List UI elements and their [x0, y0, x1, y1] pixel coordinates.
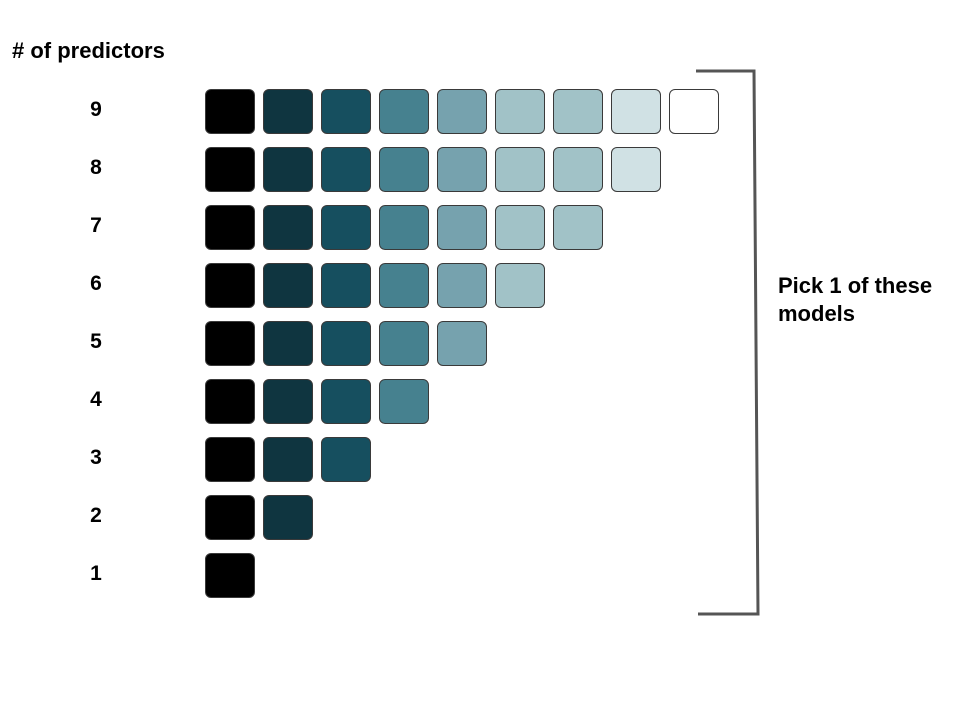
model-cell [669, 89, 719, 134]
model-cell [205, 379, 255, 424]
model-cell [495, 263, 545, 308]
row-label: 8 [90, 156, 102, 179]
model-cell [263, 495, 313, 540]
model-cell [437, 205, 487, 250]
model-cell [495, 89, 545, 134]
model-cell [205, 147, 255, 192]
pick-note-line-1: Pick 1 of these [778, 273, 933, 298]
row-label: 7 [90, 214, 102, 237]
model-cell [205, 263, 255, 308]
row-label: 9 [90, 98, 102, 121]
model-cell [263, 147, 313, 192]
bracket [696, 69, 760, 616]
model-cell [379, 263, 429, 308]
model-cell [205, 205, 255, 250]
model-cell [437, 89, 487, 134]
model-cell [263, 205, 313, 250]
model-cell [205, 495, 255, 540]
model-cell [611, 89, 661, 134]
model-cell [437, 321, 487, 366]
model-cell [379, 205, 429, 250]
model-cell [205, 437, 255, 482]
model-cell [437, 147, 487, 192]
model-cell [205, 89, 255, 134]
model-cell [553, 89, 603, 134]
model-cell [321, 263, 371, 308]
model-cell [379, 147, 429, 192]
model-cell [205, 553, 255, 598]
row-label: 3 [90, 446, 102, 469]
model-cell [321, 205, 371, 250]
model-cell [205, 321, 255, 366]
bracket-line [696, 69, 760, 616]
row-label: 1 [90, 562, 102, 585]
model-cell [379, 89, 429, 134]
row-label: 5 [90, 330, 102, 353]
model-cell [553, 205, 603, 250]
model-cell [611, 147, 661, 192]
model-cell [553, 147, 603, 192]
model-cell [263, 321, 313, 366]
model-cell [321, 89, 371, 134]
row-label: 2 [90, 504, 102, 527]
model-cell [263, 379, 313, 424]
model-cell [321, 379, 371, 424]
model-cell [321, 321, 371, 366]
model-cell [495, 147, 545, 192]
model-cell [321, 437, 371, 482]
model-cell [379, 321, 429, 366]
model-cell [263, 89, 313, 134]
model-cell [321, 147, 371, 192]
model-cell [437, 263, 487, 308]
model-cell [263, 263, 313, 308]
pick-note: Pick 1 of these models [778, 272, 958, 328]
header-label: # of predictors [12, 38, 165, 63]
model-cell [379, 379, 429, 424]
row-label: 6 [90, 272, 102, 295]
row-label: 4 [90, 388, 102, 411]
model-cell [263, 437, 313, 482]
pick-note-line-2: models [778, 301, 856, 326]
model-cell [495, 205, 545, 250]
